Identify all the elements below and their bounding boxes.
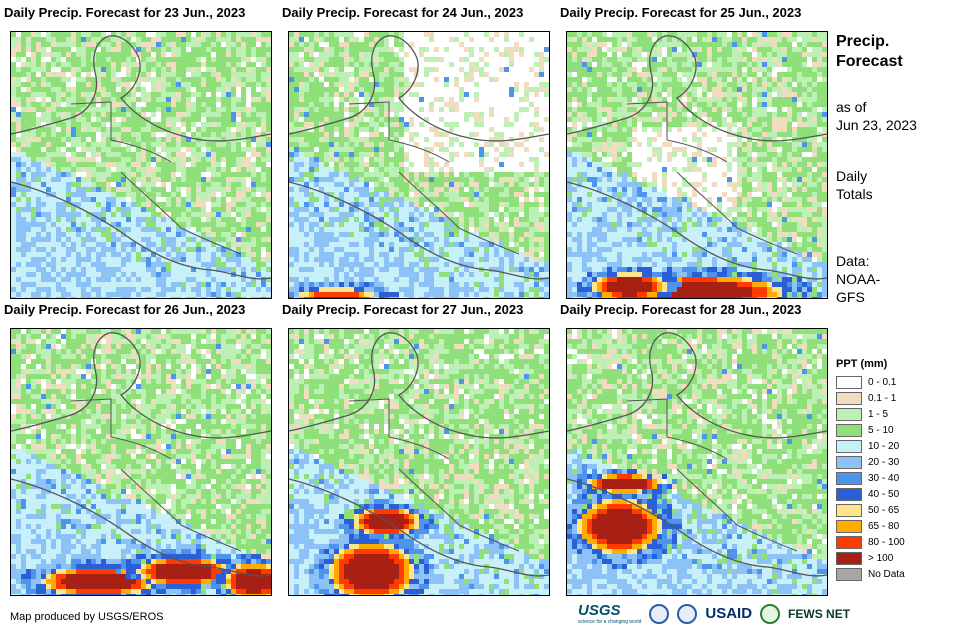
legend-item: 0.1 - 1 bbox=[836, 391, 905, 406]
legend-label: 20 - 30 bbox=[868, 457, 900, 468]
data-source-line: GFS bbox=[836, 289, 865, 305]
fews-wordmark: FEWS NET bbox=[788, 606, 851, 621]
legend-swatch bbox=[836, 552, 862, 565]
usaid-seal-icon bbox=[677, 603, 698, 624]
legend-swatch bbox=[836, 504, 862, 517]
usgs-wordmark: USGS bbox=[578, 602, 621, 619]
totals-text: Daily Totals bbox=[836, 167, 956, 203]
legend-item: 10 - 20 bbox=[836, 439, 905, 454]
legend-swatch bbox=[836, 408, 862, 421]
legend-label: > 100 bbox=[868, 553, 894, 564]
legend-item: > 100 bbox=[836, 551, 905, 566]
legend-label: 0.1 - 1 bbox=[868, 393, 897, 404]
legend-item: 30 - 40 bbox=[836, 471, 905, 486]
totals-line: Totals bbox=[836, 186, 873, 202]
panel-title: Daily Precip. Forecast for 27 Jun., 2023 bbox=[282, 302, 524, 317]
panel-title: Daily Precip. Forecast for 24 Jun., 2023 bbox=[282, 5, 524, 20]
map-canvas bbox=[289, 329, 549, 595]
map-canvas bbox=[289, 32, 549, 298]
data-source-text: Data: NOAA- GFS bbox=[836, 252, 956, 306]
legend-item: 65 - 80 bbox=[836, 519, 905, 534]
legend-item: 1 - 5 bbox=[836, 407, 905, 422]
legend-item: 20 - 30 bbox=[836, 455, 905, 470]
usgs-logo: USGS science for a changing world bbox=[578, 602, 641, 625]
map-canvas bbox=[11, 329, 271, 595]
map-canvas bbox=[11, 32, 271, 298]
credit-text: Map produced by USGS/EROS bbox=[10, 611, 164, 623]
usaid-wordmark: USAID bbox=[705, 605, 753, 622]
panel-title: Daily Precip. Forecast for 26 Jun., 2023 bbox=[4, 302, 246, 317]
legend-title: PPT (mm) bbox=[836, 358, 888, 370]
side-title: Precip. Forecast bbox=[836, 32, 956, 72]
legend-swatch bbox=[836, 568, 862, 581]
legend-rows: 0 - 0.1 0.1 - 1 1 - 5 5 - 10 10 - 20 20 - 30 3… bbox=[836, 375, 905, 582]
map-canvas bbox=[567, 32, 827, 298]
panel-title: Daily Precip. Forecast for 28 Jun., 2023 bbox=[560, 302, 802, 317]
fews-globe-icon bbox=[760, 603, 781, 624]
forecast-panel-3: Daily Precip. Forecast for 25 Jun., 2023 bbox=[560, 5, 828, 299]
legend-label: 50 - 65 bbox=[868, 505, 900, 516]
logo-strip: USGS science for a changing world USAID … bbox=[578, 602, 850, 625]
as-of-date: Jun 23, 2023 bbox=[836, 117, 917, 133]
legend-swatch bbox=[836, 376, 862, 389]
legend-label: 5 - 10 bbox=[868, 425, 894, 436]
legend-label: 80 - 100 bbox=[868, 537, 905, 548]
map-canvas bbox=[567, 329, 827, 595]
legend-item: 80 - 100 bbox=[836, 535, 905, 550]
legend-swatch bbox=[836, 456, 862, 469]
legend-label: 1 - 5 bbox=[868, 409, 889, 420]
legend-label: 40 - 50 bbox=[868, 489, 900, 500]
precip-map bbox=[566, 31, 828, 299]
forecast-panel-1: Daily Precip. Forecast for 23 Jun., 2023 bbox=[4, 5, 272, 299]
legend-label: 0 - 0.1 bbox=[868, 377, 897, 388]
precip-map bbox=[288, 328, 550, 596]
legend-item: 50 - 65 bbox=[836, 503, 905, 518]
data-source-line: NOAA- bbox=[836, 271, 881, 287]
data-source-line: Data: bbox=[836, 253, 870, 269]
legend-swatch bbox=[836, 440, 862, 453]
forecast-panel-5: Daily Precip. Forecast for 27 Jun., 2023 bbox=[282, 302, 550, 596]
legend-swatch bbox=[836, 392, 862, 405]
legend-item: 5 - 10 bbox=[836, 423, 905, 438]
legend-label: 10 - 20 bbox=[868, 441, 900, 452]
legend-swatch bbox=[836, 424, 862, 437]
side-title-line: Forecast bbox=[836, 53, 903, 70]
forecast-panel-6: Daily Precip. Forecast for 28 Jun., 2023 bbox=[560, 302, 828, 596]
legend-swatch bbox=[836, 488, 862, 501]
as-of-line: as of bbox=[836, 99, 867, 115]
side-title-line: Precip. bbox=[836, 33, 890, 50]
precip-map bbox=[566, 328, 828, 596]
panel-title: Daily Precip. Forecast for 23 Jun., 2023 bbox=[4, 5, 246, 20]
legend-label: 65 - 80 bbox=[868, 521, 900, 532]
precip-map bbox=[288, 31, 550, 299]
as-of-text: as of Jun 23, 2023 bbox=[836, 98, 956, 134]
legend-label: 30 - 40 bbox=[868, 473, 900, 484]
panel-title: Daily Precip. Forecast for 25 Jun., 2023 bbox=[560, 5, 802, 20]
totals-line: Daily bbox=[836, 168, 868, 184]
usgs-tagline: science for a changing world bbox=[578, 619, 642, 625]
legend-item: No Data bbox=[836, 567, 905, 582]
precip-map bbox=[10, 31, 272, 299]
legend-label: No Data bbox=[868, 569, 905, 580]
legend-item: 0 - 0.1 bbox=[836, 375, 905, 390]
forecast-panel-2: Daily Precip. Forecast for 24 Jun., 2023 bbox=[282, 5, 550, 299]
legend-swatch bbox=[836, 520, 862, 533]
legend-item: 40 - 50 bbox=[836, 487, 905, 502]
legend-swatch bbox=[836, 472, 862, 485]
noaa-seal-icon bbox=[649, 603, 670, 624]
legend: PPT (mm) 0 - 0.1 0.1 - 1 1 - 5 5 - 10 10 - 2… bbox=[836, 358, 905, 583]
precip-map bbox=[10, 328, 272, 596]
legend-swatch bbox=[836, 536, 862, 549]
forecast-panel-4: Daily Precip. Forecast for 26 Jun., 2023 bbox=[4, 302, 272, 596]
